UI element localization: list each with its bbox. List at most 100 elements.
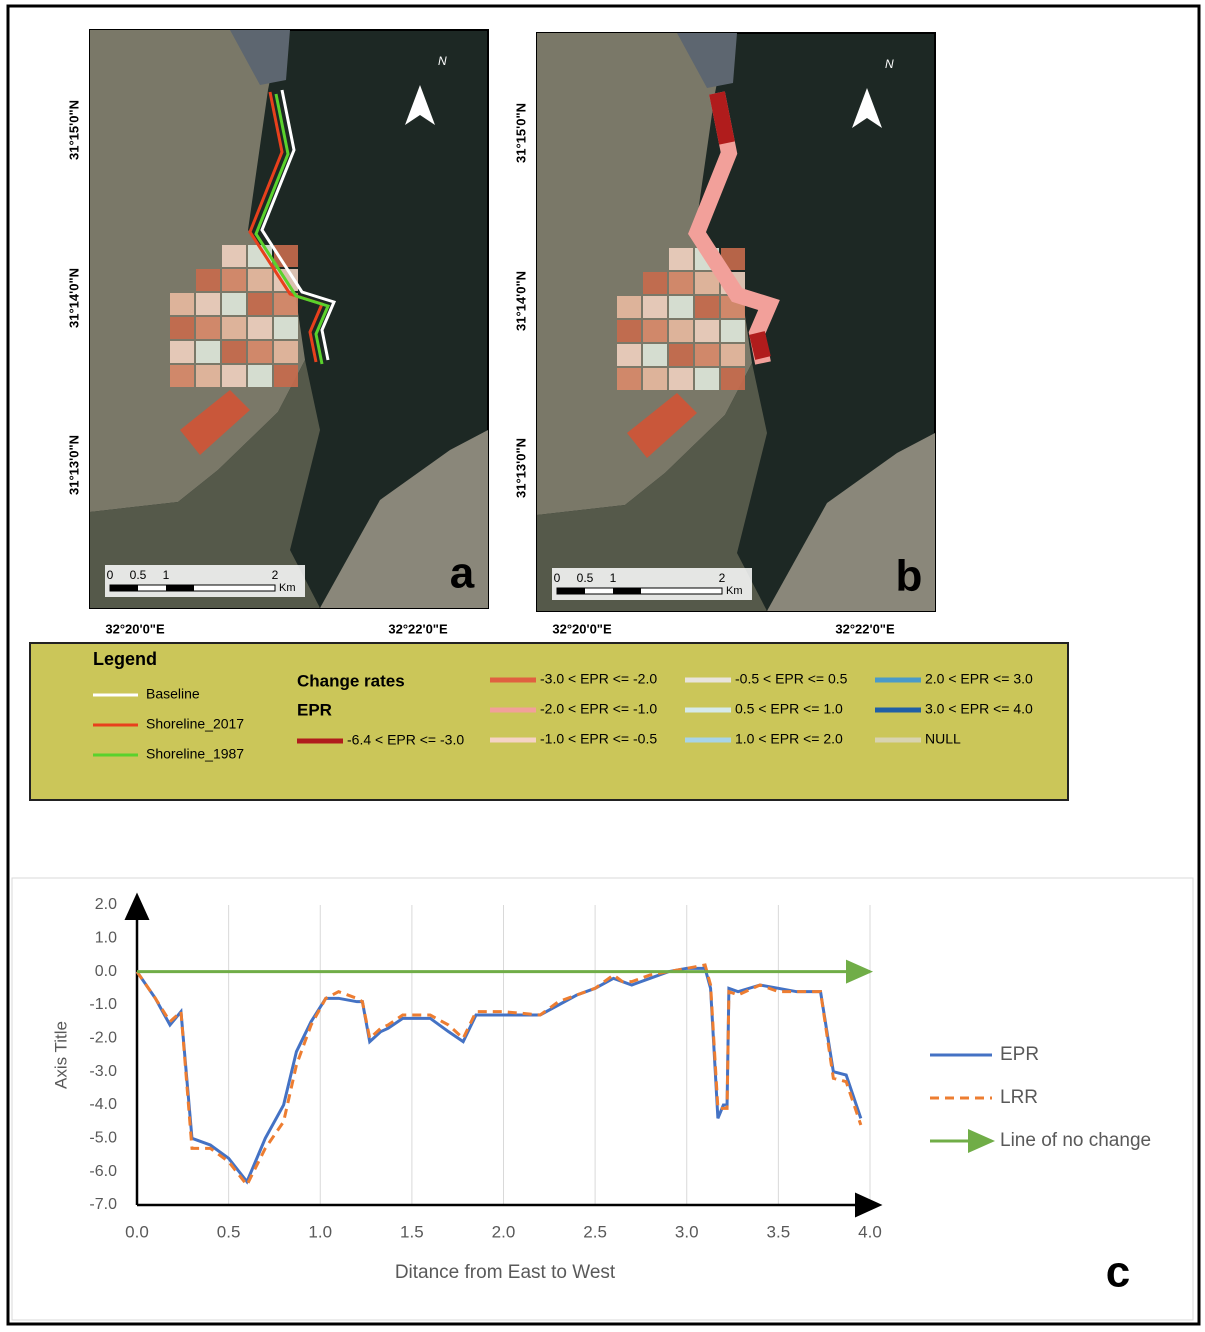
y-tick-label: -2.0 — [89, 1030, 117, 1047]
lon-label: 32°20'0"E — [552, 621, 612, 636]
salt-pond — [196, 317, 220, 339]
scale-tick: 0 — [107, 568, 114, 582]
legend-label: LRR — [1000, 1087, 1038, 1108]
legend-label: Shoreline_2017 — [146, 716, 244, 732]
legend-label: Line of no change — [1000, 1130, 1151, 1151]
north-label: N — [438, 54, 447, 68]
panel-label: c — [1106, 1248, 1130, 1297]
salt-pond — [248, 269, 272, 291]
legend-label: Baseline — [146, 686, 200, 702]
salt-pond — [721, 344, 745, 366]
salt-pond — [274, 365, 298, 387]
legend-title: Legend — [93, 649, 157, 669]
x-tick-label: 1.5 — [400, 1222, 424, 1241]
salt-pond — [222, 341, 246, 363]
legend-label: -3.0 < EPR <= -2.0 — [540, 671, 657, 687]
salt-pond — [669, 296, 693, 318]
salt-pond — [222, 365, 246, 387]
salt-pond — [248, 293, 272, 315]
salt-pond — [643, 344, 667, 366]
lat-label: 31°14'0"N — [66, 268, 81, 328]
salt-pond — [669, 320, 693, 342]
legend-label: 0.5 < EPR <= 1.0 — [735, 701, 843, 717]
salt-pond — [248, 365, 272, 387]
salt-pond — [695, 296, 719, 318]
legend-label: EPR — [1000, 1044, 1039, 1065]
scale-tick: 0.5 — [577, 571, 594, 585]
salt-pond — [222, 293, 246, 315]
salt-pond — [669, 344, 693, 366]
y-tick-label: -5.0 — [89, 1130, 117, 1147]
salt-pond — [721, 368, 745, 390]
legend-label: 1.0 < EPR <= 2.0 — [735, 731, 843, 747]
salt-pond — [695, 320, 719, 342]
scale-tick: 2 — [719, 571, 726, 585]
salt-pond — [669, 272, 693, 294]
scale-bar — [166, 585, 194, 591]
salt-pond — [669, 248, 693, 270]
lat-label: 31°15'0"N — [513, 103, 528, 163]
legend-label: -0.5 < EPR <= 0.5 — [735, 671, 848, 687]
salt-pond — [695, 368, 719, 390]
x-tick-label: 2.5 — [583, 1222, 607, 1241]
legend-label: NULL — [925, 731, 961, 747]
x-tick-label: 0.5 — [217, 1222, 241, 1241]
x-tick-label: 4.0 — [858, 1222, 882, 1241]
salt-pond — [196, 341, 220, 363]
x-tick-label: 3.0 — [675, 1222, 699, 1241]
x-axis-title: Ditance from East to West — [395, 1262, 616, 1283]
salt-pond — [643, 320, 667, 342]
y-axis-title: Axis Title — [51, 1021, 70, 1089]
salt-pond — [274, 341, 298, 363]
salt-pond — [222, 317, 246, 339]
salt-pond — [274, 317, 298, 339]
epr-band — [717, 93, 727, 143]
y-tick-label: 0.0 — [95, 963, 117, 980]
salt-pond — [617, 320, 641, 342]
y-tick-label: -6.0 — [89, 1163, 117, 1180]
lon-label: 32°22'0"E — [835, 621, 895, 636]
legend-label: 3.0 < EPR <= 4.0 — [925, 701, 1033, 717]
scale-bar — [613, 588, 641, 594]
lon-label: 32°22'0"E — [388, 621, 448, 636]
scale-tick: 2 — [272, 568, 279, 582]
salt-pond — [170, 317, 194, 339]
salt-pond — [196, 269, 220, 291]
salt-pond — [170, 293, 194, 315]
north-label: N — [885, 57, 894, 71]
salt-pond — [669, 368, 693, 390]
scale-unit: Km — [279, 582, 296, 594]
salt-pond — [170, 365, 194, 387]
legend-label: -6.4 < EPR <= -3.0 — [347, 732, 464, 748]
legend-label: -1.0 < EPR <= -0.5 — [540, 731, 657, 747]
salt-pond — [222, 269, 246, 291]
scale-unit: Km — [726, 585, 743, 597]
salt-pond — [248, 341, 272, 363]
y-tick-label: -1.0 — [89, 996, 117, 1013]
y-tick-label: 1.0 — [95, 930, 117, 947]
scale-bar — [110, 585, 138, 591]
map-label: b — [896, 552, 923, 601]
lat-label: 31°14'0"N — [513, 271, 528, 331]
salt-pond — [222, 245, 246, 267]
y-tick-label: 2.0 — [95, 896, 117, 913]
salt-pond — [196, 365, 220, 387]
y-tick-label: -3.0 — [89, 1063, 117, 1080]
salt-pond — [617, 296, 641, 318]
salt-pond — [617, 344, 641, 366]
lat-label: 31°13'0"N — [66, 435, 81, 495]
legend-heading: Change rates — [297, 671, 405, 690]
salt-pond — [248, 317, 272, 339]
salt-pond — [196, 293, 220, 315]
scale-tick: 0.5 — [130, 568, 147, 582]
legend-label: 2.0 < EPR <= 3.0 — [925, 671, 1033, 687]
salt-pond — [617, 368, 641, 390]
epr-band — [757, 333, 763, 358]
scale-bar — [557, 588, 585, 594]
lat-label: 31°13'0"N — [513, 438, 528, 498]
salt-pond — [643, 272, 667, 294]
y-tick-label: -4.0 — [89, 1096, 117, 1113]
map-label: a — [450, 549, 475, 598]
